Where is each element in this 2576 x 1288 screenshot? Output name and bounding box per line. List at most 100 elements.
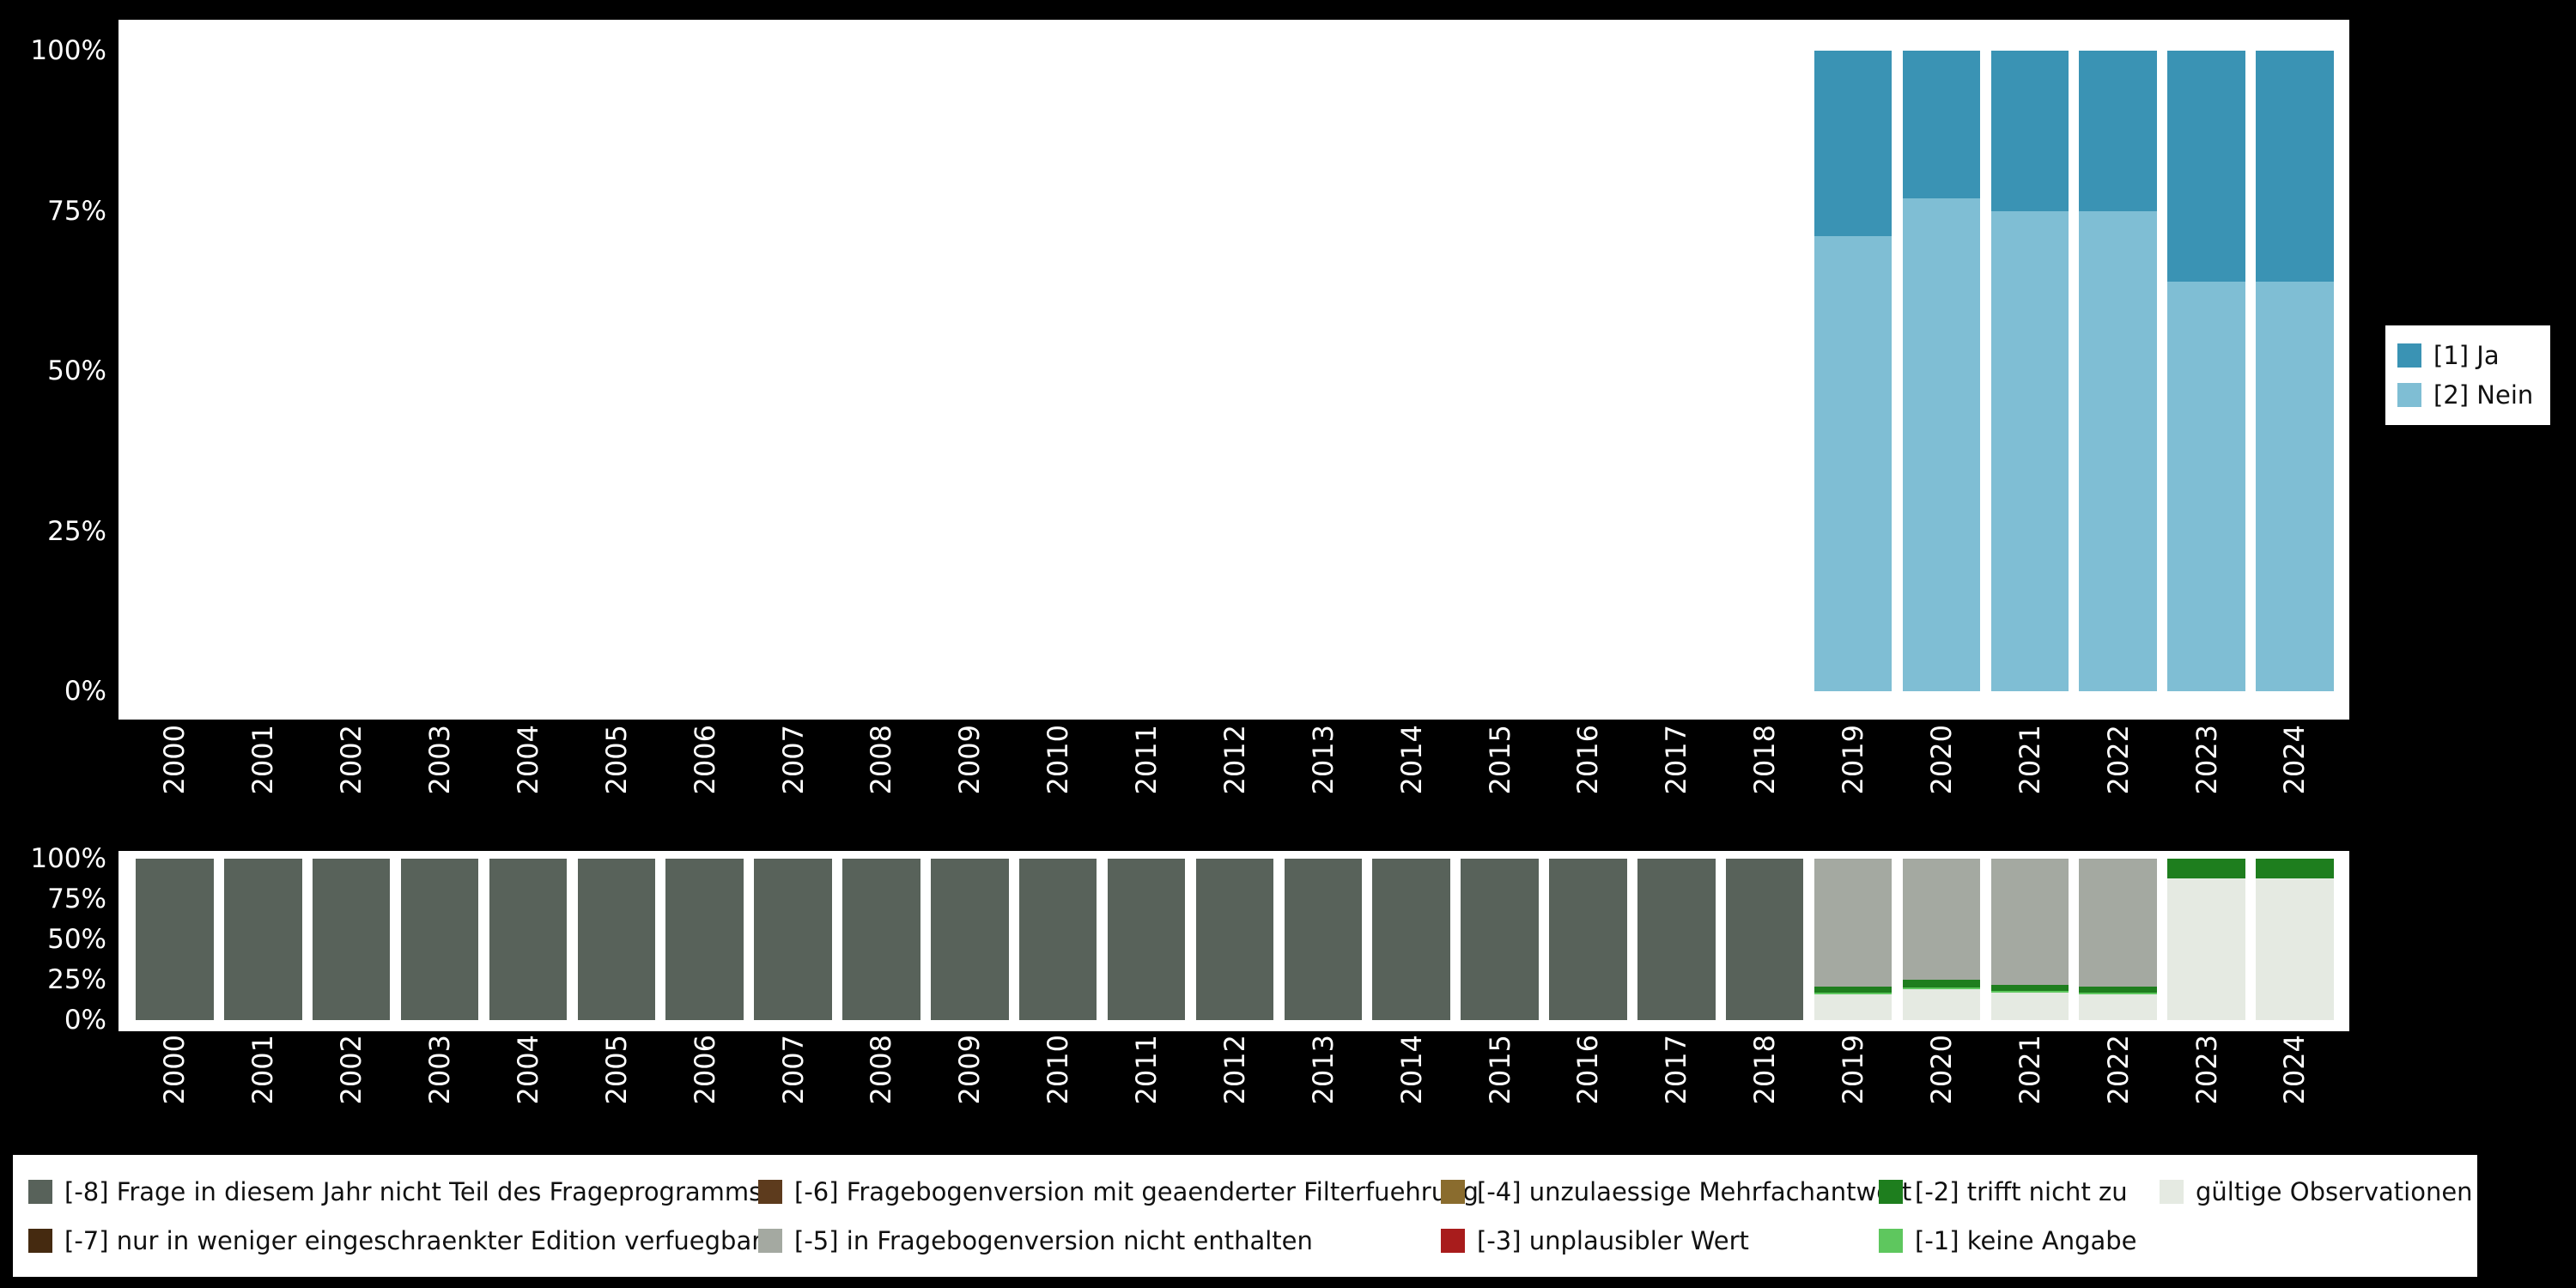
bar-slot-2021 — [1985, 51, 2074, 691]
stacked-bar-2007 — [754, 51, 832, 691]
bar-segment — [224, 859, 302, 1020]
legend-label: gültige Observationen — [2196, 1176, 2473, 1206]
x-tick-label: 2004 — [511, 1035, 544, 1105]
stacked-bar-2004 — [489, 859, 568, 1020]
legend-label: [-3] unplausibler Wert — [1477, 1225, 1749, 1255]
legend-item: gültige Observationen — [2160, 1177, 2473, 1206]
x-tick-label: 2017 — [1660, 725, 1693, 795]
bar-slot-2022 — [2074, 51, 2162, 691]
bar-segment — [1018, 859, 1097, 1020]
x-tick-slot: 2004 — [484, 725, 573, 828]
x-tick-label: 2010 — [1042, 725, 1075, 795]
y-tick-label: 25% — [47, 964, 106, 995]
response-bars — [118, 20, 2349, 720]
stacked-bar-2005 — [577, 859, 656, 1020]
bar-slot-2013 — [1279, 859, 1367, 1020]
x-tick-slot: 2016 — [1544, 725, 1632, 828]
stacked-bar-2001 — [224, 859, 302, 1020]
x-tick-slot: 2013 — [1279, 725, 1367, 828]
x-tick-label: 2001 — [246, 1035, 280, 1105]
missings-plot-area — [118, 851, 2349, 1031]
bar-slot-2019 — [1809, 51, 1898, 691]
stacked-bar-2015 — [1461, 51, 1539, 691]
y-tick-label: 50% — [47, 355, 106, 386]
x-tick-slot: 2023 — [2162, 1035, 2251, 1138]
bar-segment — [2256, 281, 2334, 691]
stacked-bar-2000 — [136, 859, 214, 1020]
legend-swatch — [1879, 1228, 1903, 1253]
stacked-bar-2002 — [313, 51, 391, 691]
x-tick-label: 2015 — [1483, 1035, 1516, 1105]
bar-slot-2019 — [1809, 859, 1898, 1020]
response-plot-area — [118, 20, 2349, 720]
bar-slot-2023 — [2162, 51, 2251, 691]
stacked-bar-2001 — [224, 51, 302, 691]
legend-label: [1] Ja — [2433, 341, 2500, 370]
bar-segment — [2079, 210, 2157, 691]
bar-slot-2018 — [1721, 51, 1809, 691]
x-tick-slot: 2020 — [1898, 725, 1986, 828]
x-tick-slot: 2005 — [572, 1035, 660, 1138]
stacked-bar-2019 — [1814, 859, 1893, 1020]
legend-item: [-7] nur in weniger eingeschraenkter Edi… — [28, 1226, 762, 1255]
x-tick-label: 2007 — [776, 725, 810, 795]
stacked-bar-2008 — [842, 859, 920, 1020]
stacked-bar-2022 — [2079, 859, 2157, 1020]
bar-slot-2022 — [2074, 859, 2162, 1020]
x-tick-label: 2015 — [1483, 725, 1516, 795]
stacked-bar-2021 — [1990, 859, 2069, 1020]
x-tick-slot: 2021 — [1985, 1035, 2074, 1138]
x-tick-slot: 2006 — [660, 1035, 749, 1138]
missings-y-axis-ticks: 100% 75% 50% 25% 0% — [0, 843, 118, 1036]
bar-slot-2024 — [2251, 859, 2339, 1020]
x-tick-slot: 2006 — [660, 725, 749, 828]
legend-item: [-8] Frage in diesem Jahr nicht Teil des… — [28, 1177, 762, 1206]
x-tick-label: 2024 — [2278, 725, 2312, 795]
x-tick-slot: 2024 — [2251, 725, 2339, 828]
stacked-bar-2021 — [1990, 51, 2069, 691]
missings-legend: [-8] Frage in diesem Jahr nicht Teil des… — [13, 1155, 2477, 1277]
stacked-bar-2005 — [578, 51, 656, 691]
x-tick-slot: 2009 — [926, 1035, 1014, 1138]
x-tick-label: 2024 — [2278, 1035, 2312, 1105]
x-tick-slot: 2021 — [1985, 725, 2074, 828]
x-tick-slot: 2009 — [926, 725, 1014, 828]
x-tick-label: 2023 — [2190, 725, 2223, 795]
stacked-bar-2004 — [489, 51, 568, 691]
bar-slot-2008 — [837, 51, 926, 691]
bar-segment — [1990, 984, 2069, 992]
response-chart-row: 100% 75% 50% 25% 0% — [0, 20, 2349, 720]
legend-label: [2] Nein — [2433, 380, 2534, 410]
x-tick-label: 2019 — [1837, 1035, 1870, 1105]
y-tick-label: 100% — [30, 35, 106, 66]
x-tick-label: 2005 — [599, 725, 633, 795]
bar-slot-2020 — [1898, 859, 1986, 1020]
legend-swatch — [1879, 1179, 1903, 1204]
legend-swatch — [1441, 1228, 1465, 1253]
legend-label: [-6] Fragebogenversion mit geaenderter F… — [794, 1176, 1479, 1206]
x-tick-label: 2014 — [1394, 1035, 1428, 1105]
stacked-bar-2008 — [842, 51, 920, 691]
stacked-bar-2011 — [1107, 859, 1186, 1020]
x-tick-slot: 2017 — [1632, 725, 1721, 828]
x-tick-label: 2001 — [246, 725, 280, 795]
bar-slot-2010 — [1014, 859, 1103, 1020]
stacked-bar-2018 — [1725, 859, 1804, 1020]
x-tick-slot: 2011 — [1103, 1035, 1191, 1138]
x-tick-label: 2022 — [2101, 725, 2135, 795]
bar-segment — [1814, 993, 1893, 994]
response-y-axis-ticks: 100% 75% 50% 25% 0% — [0, 35, 118, 707]
x-tick-slot: 2012 — [1191, 1035, 1279, 1138]
x-tick-slot: 2002 — [307, 1035, 396, 1138]
bar-slot-2014 — [1367, 51, 1455, 691]
stacked-bar-2006 — [665, 859, 744, 1020]
x-tick-label: 2011 — [1130, 725, 1163, 795]
bar-slot-2009 — [926, 859, 1014, 1020]
legend-label: [-7] nur in weniger eingeschraenkter Edi… — [64, 1225, 762, 1255]
x-tick-label: 2007 — [776, 1035, 810, 1105]
x-tick-label: 2014 — [1394, 725, 1428, 795]
legend-item: [-3] unplausibler Wert — [1441, 1226, 1879, 1255]
x-tick-label: 2002 — [335, 1035, 368, 1105]
x-tick-slot: 2001 — [219, 725, 307, 828]
x-tick-slot: 2007 — [749, 725, 837, 828]
